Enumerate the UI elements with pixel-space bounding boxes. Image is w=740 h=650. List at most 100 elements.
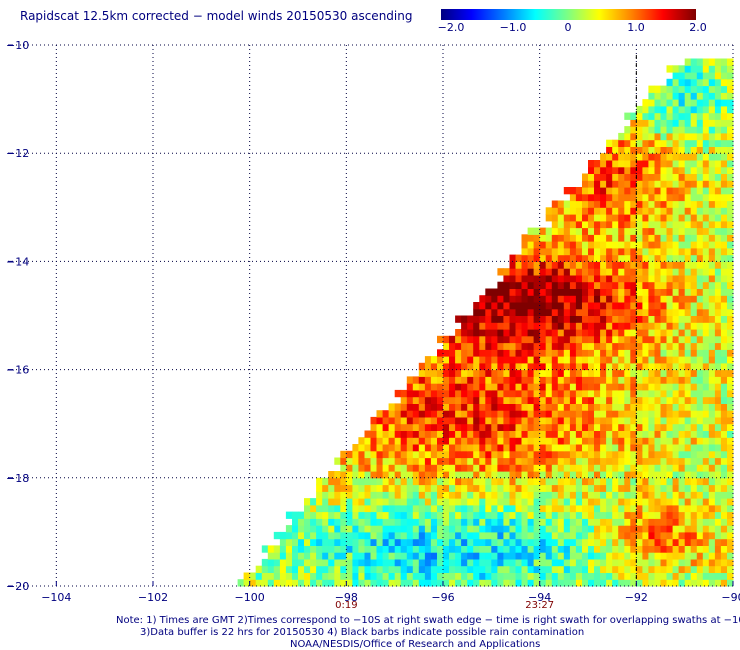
wind-diff-cell <box>720 126 728 134</box>
wind-diff-cell <box>618 180 625 188</box>
wind-diff-cell <box>606 274 613 283</box>
wind-diff-cell <box>612 383 619 391</box>
wind-diff-cell <box>352 471 359 479</box>
wind-diff-cell <box>527 565 535 573</box>
wind-diff-cell <box>708 126 716 134</box>
wind-diff-cell <box>702 410 710 418</box>
wind-diff-cell <box>557 295 565 303</box>
wind-diff-cell <box>648 471 655 479</box>
wind-diff-cell <box>654 85 661 93</box>
wind-diff-cell <box>720 139 728 147</box>
wind-diff-cell <box>624 193 631 202</box>
wind-diff-cell <box>702 444 710 452</box>
wind-diff-cell <box>612 227 619 235</box>
wind-diff-cell <box>497 369 504 377</box>
wind-diff-cell <box>304 558 311 567</box>
wind-diff-cell <box>563 552 571 560</box>
wind-diff-cell <box>606 498 613 506</box>
wind-diff-cell <box>618 274 625 283</box>
wind-diff-cell <box>304 572 311 580</box>
wind-diff-cell <box>648 126 655 134</box>
wind-diff-cell <box>424 572 432 580</box>
wind-diff-cell <box>690 187 698 195</box>
wind-diff-cell <box>364 579 371 587</box>
wind-diff-cell <box>298 579 305 587</box>
wind-diff-cell <box>708 579 716 587</box>
wind-diff-cell <box>696 518 704 526</box>
wind-diff-cell <box>720 396 728 404</box>
wind-diff-cell <box>527 457 535 465</box>
wind-diff-cell <box>485 383 492 391</box>
wind-diff-cell <box>594 464 601 472</box>
wind-diff-cell <box>582 342 589 350</box>
wind-diff-cell <box>727 457 734 465</box>
wind-diff-cell <box>412 416 420 425</box>
wind-diff-cell <box>461 383 468 391</box>
wind-diff-cell <box>648 498 655 506</box>
wind-diff-cell <box>563 464 571 472</box>
wind-diff-cell <box>509 558 516 567</box>
wind-diff-cell <box>473 396 480 404</box>
wind-diff-cell <box>461 376 468 384</box>
wind-diff-cell <box>364 558 371 567</box>
wind-diff-cell <box>569 200 577 208</box>
wind-diff-cell <box>346 457 353 465</box>
wind-diff-cell <box>702 531 710 540</box>
wind-diff-cell <box>702 72 710 80</box>
wind-diff-cell <box>503 484 510 492</box>
wind-diff-cell <box>298 511 305 519</box>
wind-diff-cell <box>714 444 722 452</box>
wind-diff-cell <box>521 362 528 371</box>
wind-diff-cell <box>618 525 625 533</box>
wind-diff-cell <box>654 484 661 492</box>
wind-diff-cell <box>727 302 734 310</box>
wind-diff-cell <box>678 92 686 100</box>
wind-diff-cell <box>666 362 673 371</box>
wind-diff-cell <box>594 423 601 431</box>
wind-diff-cell <box>430 423 438 431</box>
wind-diff-cell <box>606 538 613 546</box>
wind-diff-cell <box>497 315 504 323</box>
wind-diff-cell <box>497 288 504 296</box>
wind-diff-cell <box>449 545 456 553</box>
wind-diff-cell <box>406 376 414 384</box>
wind-diff-cell <box>648 329 655 337</box>
wind-diff-cell <box>642 329 649 337</box>
wind-diff-cell <box>418 552 426 560</box>
wind-diff-cell <box>437 552 444 560</box>
wind-diff-cell <box>563 579 571 587</box>
wind-diff-cell <box>316 579 323 587</box>
wind-diff-cell <box>660 268 667 276</box>
wind-diff-cell <box>672 416 680 425</box>
wind-diff-cell <box>485 558 492 567</box>
wind-diff-cell <box>636 477 643 486</box>
wind-diff-cell <box>509 308 516 316</box>
wind-diff-cell <box>642 356 649 364</box>
wind-diff-cell <box>473 329 480 337</box>
wind-diff-cell <box>618 430 625 438</box>
wind-diff-cell <box>642 214 649 222</box>
wind-diff-cell <box>678 471 686 479</box>
wind-diff-cell <box>479 396 486 404</box>
wind-diff-cell <box>678 552 686 560</box>
wind-diff-cell <box>612 477 619 486</box>
wind-diff-cell <box>497 410 504 418</box>
wind-diff-cell <box>606 565 613 573</box>
wind-diff-cell <box>267 579 275 587</box>
wind-diff-cell <box>424 464 432 472</box>
wind-diff-cell <box>394 552 402 560</box>
wind-diff-cell <box>273 552 281 560</box>
wind-diff-cell <box>714 302 722 310</box>
wind-diff-cell <box>461 396 468 404</box>
wind-diff-cell <box>557 281 565 289</box>
wind-diff-cell <box>400 471 408 479</box>
wind-diff-cell <box>708 558 716 567</box>
wind-diff-cell <box>521 342 528 350</box>
wind-diff-cell <box>642 132 649 141</box>
wind-diff-cell <box>714 356 722 364</box>
wind-diff-cell <box>630 491 637 499</box>
wind-diff-cell <box>690 511 698 519</box>
wind-diff-cell <box>575 498 583 506</box>
wind-diff-cell <box>382 518 390 526</box>
wind-diff-cell <box>600 166 607 174</box>
